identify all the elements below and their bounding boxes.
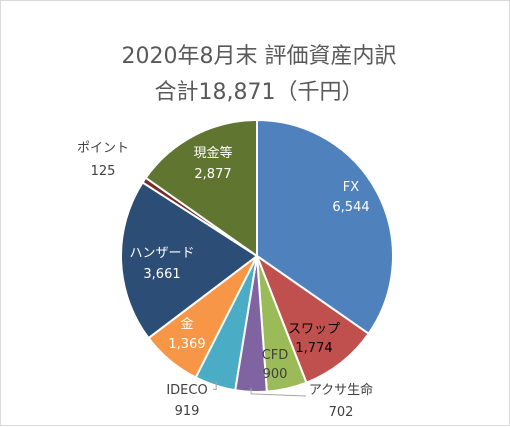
leader-line: [212, 381, 217, 391]
slice-name-label: CFD: [262, 348, 289, 363]
chart-subtitle: 合計18,871（千円）: [155, 80, 364, 105]
slice-name-label: ハンザード: [129, 246, 194, 261]
slice-value-label: 2,877: [194, 167, 231, 182]
chart-title: 2020年8月末 評価資産内訳: [122, 44, 397, 69]
slice-name-label: 金: [180, 316, 193, 332]
slice-name-label: 現金等: [193, 145, 232, 161]
slice-value-label: 3,661: [143, 267, 180, 282]
slice-value-label: 900: [263, 367, 288, 382]
slice-name-label: スワップ: [288, 322, 340, 337]
slice-name-label: アクサ生命: [309, 382, 373, 398]
slice-name-label: FX: [343, 180, 359, 195]
slice-value-label: 1,774: [295, 341, 332, 356]
pie-slice: [144, 118, 258, 258]
slice-value-label: 6,544: [332, 200, 369, 215]
slice-value-label: 919: [175, 404, 200, 419]
slice-value-label: 1,369: [168, 337, 205, 352]
pie-slice: [256, 118, 394, 336]
slice-name-label: IDECO: [166, 383, 207, 398]
slice-value-label: 702: [329, 405, 354, 420]
leader-line: [250, 387, 307, 397]
slice-name-label: ポイント: [77, 141, 129, 156]
pie-slice: [254, 253, 371, 384]
slice-value-label: 125: [91, 164, 116, 179]
pie-slice: [120, 181, 259, 340]
